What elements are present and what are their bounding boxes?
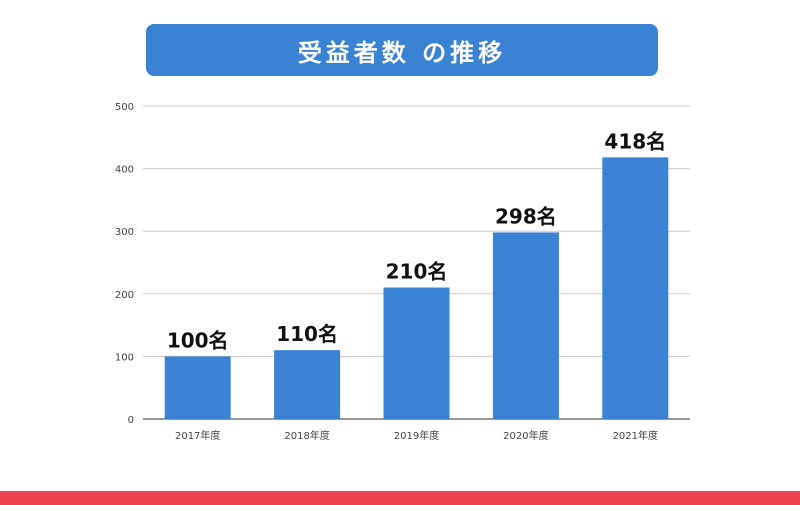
- y-tick-label: 300: [115, 227, 134, 238]
- bar: [274, 350, 341, 419]
- bottom-accent-bar: [0, 491, 800, 505]
- y-tick-label: 200: [115, 290, 134, 301]
- title-banner: 受益者数 の推移: [146, 24, 658, 76]
- x-tick-label: 2019年度: [394, 429, 439, 442]
- bar: [602, 157, 669, 419]
- bar: [492, 232, 559, 419]
- chart-title: 受益者数 の推移: [297, 38, 507, 67]
- y-tick-label: 100: [115, 352, 134, 363]
- x-tick-label: 2018年度: [284, 429, 329, 442]
- bar: [383, 287, 450, 419]
- x-tick-label: 2020年度: [503, 429, 548, 442]
- x-tick-label: 2017年度: [175, 429, 220, 442]
- bar-data-label: 418名: [604, 129, 666, 153]
- bar: [164, 356, 231, 419]
- bar-data-label: 210名: [386, 260, 448, 284]
- y-tick-label: 0: [128, 415, 134, 426]
- bar-data-label: 100名: [167, 328, 229, 352]
- x-tick-label: 2021年度: [613, 429, 658, 442]
- y-tick-label: 500: [115, 102, 134, 113]
- y-tick-label: 400: [115, 165, 134, 176]
- bar-data-label: 298名: [495, 204, 557, 228]
- bar-data-label: 110名: [276, 322, 338, 346]
